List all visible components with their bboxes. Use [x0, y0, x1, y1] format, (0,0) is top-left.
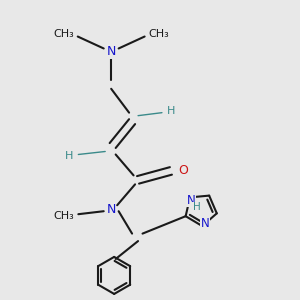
Text: N: N: [106, 203, 116, 216]
Text: N: N: [201, 217, 210, 230]
Text: H: H: [193, 202, 201, 212]
Text: N: N: [106, 45, 116, 58]
Text: CH₃: CH₃: [148, 28, 169, 38]
Text: H: H: [167, 106, 175, 116]
Text: O: O: [178, 164, 188, 177]
Text: H: H: [65, 151, 74, 161]
Text: CH₃: CH₃: [53, 28, 74, 38]
Text: N: N: [187, 194, 196, 207]
Text: CH₃: CH₃: [53, 211, 74, 221]
